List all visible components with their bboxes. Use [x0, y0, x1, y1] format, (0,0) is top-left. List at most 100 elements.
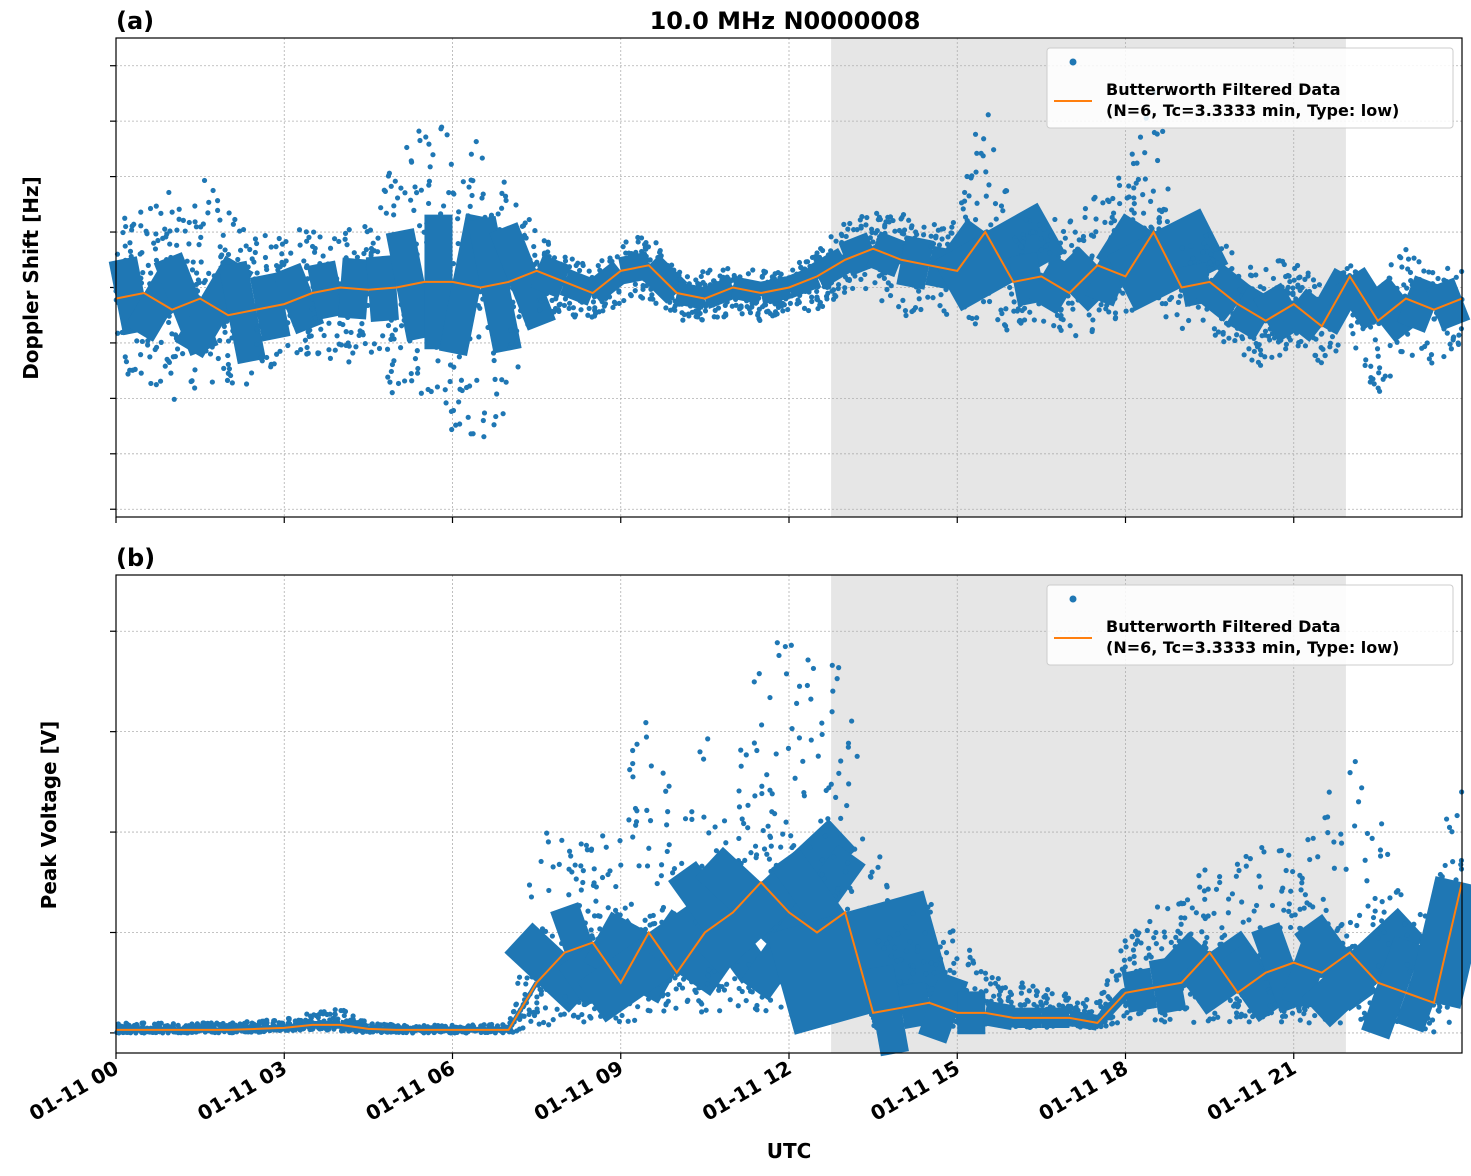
raw-data-point — [449, 162, 454, 167]
raw-data-point — [253, 250, 258, 255]
raw-data-point — [253, 236, 258, 241]
raw-data-point — [507, 345, 512, 350]
raw-data-point — [701, 814, 706, 819]
raw-data-point — [906, 218, 911, 223]
raw-data-point — [555, 1007, 560, 1012]
raw-data-point — [999, 311, 1004, 316]
raw-data-point — [294, 350, 299, 355]
raw-data-point — [558, 302, 563, 307]
raw-data-point — [263, 255, 268, 260]
raw-data-point — [626, 817, 631, 822]
raw-data-point — [551, 1017, 556, 1022]
raw-data-point — [1142, 150, 1147, 155]
raw-data-point — [587, 1014, 592, 1019]
raw-data-point — [864, 215, 869, 220]
raw-data-point — [226, 362, 231, 367]
raw-data-point — [836, 771, 841, 776]
raw-data-point — [748, 850, 753, 855]
raw-data-point — [916, 289, 921, 294]
raw-data-point — [1221, 339, 1226, 344]
raw-data-point — [959, 200, 964, 205]
raw-data-point — [660, 907, 665, 912]
raw-data-point — [820, 732, 825, 737]
raw-data-point — [719, 984, 724, 989]
raw-data-point — [661, 771, 666, 776]
raw-data-point — [1295, 284, 1300, 289]
raw-data-point — [794, 701, 799, 706]
raw-data-point — [1058, 240, 1063, 245]
raw-data-point — [659, 873, 664, 878]
raw-data-point — [704, 1008, 709, 1013]
raw-data-point — [1157, 215, 1162, 220]
raw-data-point — [1126, 183, 1131, 188]
raw-data-point — [761, 269, 766, 274]
raw-data-point — [1007, 285, 1012, 290]
raw-data-point — [1002, 189, 1007, 194]
raw-data-point — [838, 758, 843, 763]
raw-data-point — [1032, 317, 1037, 322]
raw-data-point — [752, 793, 757, 798]
raw-data-point — [647, 1008, 652, 1013]
raw-data-point — [274, 263, 279, 268]
raw-data-point — [585, 909, 590, 914]
raw-data-point — [738, 748, 743, 753]
raw-data-point — [233, 1023, 238, 1028]
raw-data-point — [277, 349, 282, 354]
raw-data-point — [1120, 291, 1125, 296]
raw-data-point — [1077, 237, 1082, 242]
raw-data-point — [128, 249, 133, 254]
raw-data-point — [206, 271, 211, 276]
raw-data-point — [579, 887, 584, 892]
raw-data-point — [388, 337, 393, 342]
raw-data-point — [689, 817, 694, 822]
raw-data-point — [1091, 196, 1096, 201]
raw-data-point — [285, 343, 290, 348]
raw-data-point — [336, 239, 341, 244]
raw-data-point — [469, 193, 474, 198]
raw-data-point — [415, 366, 420, 371]
raw-data-point — [797, 735, 802, 740]
raw-data-point — [559, 838, 564, 843]
raw-data-point — [163, 364, 168, 369]
raw-data-point — [835, 886, 840, 891]
raw-data-point — [217, 217, 222, 222]
raw-data-point — [1213, 333, 1218, 338]
raw-data-point — [915, 944, 920, 949]
raw-data-point — [254, 326, 259, 331]
raw-data-point — [984, 976, 989, 981]
raw-data-point — [1200, 250, 1205, 255]
raw-data-point — [1052, 217, 1057, 222]
raw-data-point — [928, 909, 933, 914]
raw-data-point — [515, 364, 520, 369]
raw-data-point — [628, 292, 633, 297]
raw-data-point — [752, 740, 757, 745]
raw-data-point — [428, 164, 433, 169]
raw-data-point — [524, 975, 529, 980]
raw-data-point — [767, 788, 772, 793]
raw-data-point — [869, 870, 874, 875]
raw-data-point — [772, 811, 777, 816]
raw-data-point — [797, 684, 802, 689]
raw-data-point — [468, 204, 473, 209]
raw-data-point — [973, 217, 978, 222]
raw-data-point — [235, 257, 240, 262]
raw-data-point — [785, 307, 790, 312]
raw-data-point — [1271, 276, 1276, 281]
raw-data-point — [1018, 320, 1023, 325]
raw-data-point — [196, 242, 201, 247]
raw-data-point — [419, 391, 424, 396]
raw-data-point — [249, 370, 254, 375]
raw-data-point — [527, 882, 532, 887]
raw-data-point — [974, 151, 979, 156]
raw-data-point — [804, 259, 809, 264]
raw-data-point — [333, 1007, 338, 1012]
raw-data-point — [371, 241, 376, 246]
raw-data-point — [523, 981, 528, 986]
raw-data-point — [217, 338, 222, 343]
raw-data-point — [887, 936, 892, 941]
raw-data-point — [1068, 323, 1073, 328]
raw-data-point — [194, 270, 199, 275]
raw-data-point — [894, 958, 899, 963]
raw-data-point — [683, 816, 688, 821]
raw-data-point — [386, 173, 391, 178]
